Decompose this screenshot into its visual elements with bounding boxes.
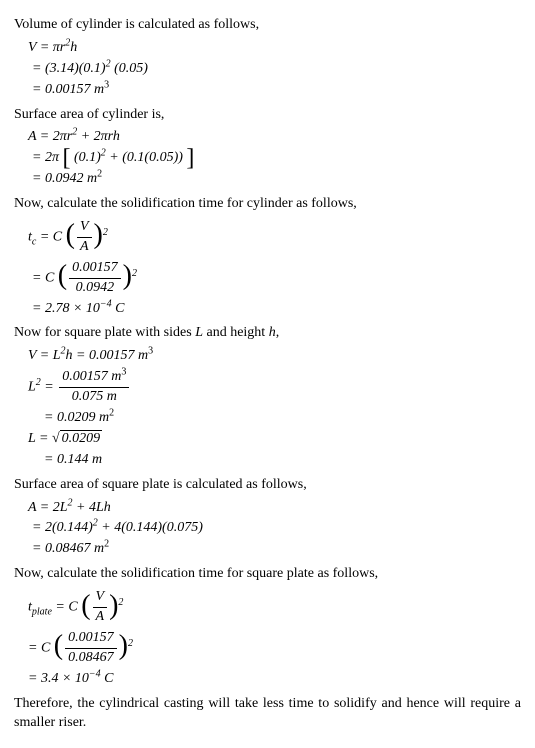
mid: + 2πrh <box>77 129 120 144</box>
in2: + (0.1(0.05)) <box>106 150 183 165</box>
para-vol-cyl: Volume of cylinder is calculated as foll… <box>14 16 521 35</box>
end: C <box>101 671 114 686</box>
eq: = C <box>52 600 78 615</box>
pre: = 2π <box>32 150 59 165</box>
l3: = 3.4 × 10 <box>28 671 89 686</box>
frac: 0.001570.08467 <box>65 629 117 668</box>
L: L <box>28 380 36 395</box>
den: 0.075 m <box>59 387 129 407</box>
end: + 4Lh <box>73 500 111 515</box>
rad: 0.0209 <box>60 430 103 446</box>
para-conclusion: Therefore, the cylindrical casting will … <box>14 695 521 733</box>
sup: 2 <box>128 638 133 649</box>
l3: = 0.0209 m <box>44 410 109 425</box>
para-plate: Now for square plate with sides L and he… <box>14 324 521 343</box>
num: V <box>77 218 92 237</box>
frac: 0.001570.0942 <box>69 259 121 298</box>
den: A <box>93 607 108 627</box>
sup: 2 <box>97 169 102 180</box>
t3: , <box>276 325 280 340</box>
num: 0.00157 <box>65 629 117 648</box>
sup: 2 <box>103 227 108 238</box>
sup: 3 <box>104 79 109 90</box>
end: (0.05) <box>111 61 148 76</box>
para-area-cyl: Surface area of cylinder is, <box>14 106 521 125</box>
num: V <box>93 588 108 607</box>
eq-plate-vol: V = L2h = 0.00157 m3 L2 = 0.00157 m3 0.0… <box>14 347 521 469</box>
eq-tplate: tplate = C (VA)2 = C (0.001570.08467)2 =… <box>14 588 521 688</box>
end: C <box>112 301 125 316</box>
sup: 2 <box>118 597 123 608</box>
eq-vol-cyl: V = πr2h = (3.14)(0.1)2 (0.05) = 0.00157… <box>14 39 521 100</box>
l3: = 0.0942 m <box>32 171 97 186</box>
t: Now for square plate with sides <box>14 325 195 340</box>
in1: (0.1) <box>74 150 101 165</box>
pre: = C <box>28 641 50 656</box>
end: h <box>70 40 77 55</box>
sup: 2 <box>109 407 114 418</box>
num: 0.00157 m <box>62 369 121 384</box>
eq-tc: tc = C (VA)2 = C (0.001570.0942)2 = 2.78… <box>14 218 521 318</box>
sup: 2 <box>104 539 109 550</box>
l1: A = 2L <box>28 500 68 515</box>
end: + 4(0.144)(0.075) <box>98 520 203 535</box>
l1: A = 2πr <box>28 129 72 144</box>
sup2: 3 <box>148 346 153 357</box>
eq: = <box>41 380 57 395</box>
den: A <box>77 237 92 257</box>
num: 0.00157 <box>69 259 121 278</box>
v: V <box>28 40 36 55</box>
sup: −4 <box>89 668 101 679</box>
h: h <box>269 325 276 340</box>
den: 0.0942 <box>69 278 121 298</box>
l3: = 2.78 × 10 <box>32 301 100 316</box>
eq: = πr <box>40 40 65 55</box>
sub: plate <box>32 607 52 618</box>
l4: L = <box>28 431 52 446</box>
frac: VA <box>93 588 108 627</box>
sup: 2 <box>132 268 137 279</box>
eq-area-plate: A = 2L2 + 4Lh = 2(0.144)2 + 4(0.144)(0.0… <box>14 499 521 560</box>
para-tplate: Now, calculate the solidification time f… <box>14 565 521 584</box>
numsup: 3 <box>121 367 126 378</box>
l2: = (3.14)(0.1) <box>32 61 106 76</box>
l1: V = L <box>28 348 61 363</box>
den: 0.08467 <box>65 648 117 668</box>
para-area-plate: Surface area of square plate is calculat… <box>14 476 521 495</box>
mid: h = 0.00157 m <box>66 348 149 363</box>
L: L <box>195 325 203 340</box>
l3: = 0.00157 m <box>32 82 104 97</box>
frac: VA <box>77 218 92 257</box>
para-tc: Now, calculate the solidification time f… <box>14 195 521 214</box>
l5: = 0.144 m <box>44 452 102 467</box>
frac: 0.00157 m3 0.075 m <box>59 368 129 407</box>
pre: = C <box>32 270 54 285</box>
eq-area-cyl: A = 2πr2 + 2πrh = 2π [ (0.1)2 + (0.1(0.0… <box>14 128 521 189</box>
t2: and height <box>203 325 269 340</box>
eq: = C <box>36 230 62 245</box>
l3: = 0.08467 m <box>32 541 104 556</box>
l2: = 2(0.144) <box>32 520 93 535</box>
sup: −4 <box>100 298 112 309</box>
